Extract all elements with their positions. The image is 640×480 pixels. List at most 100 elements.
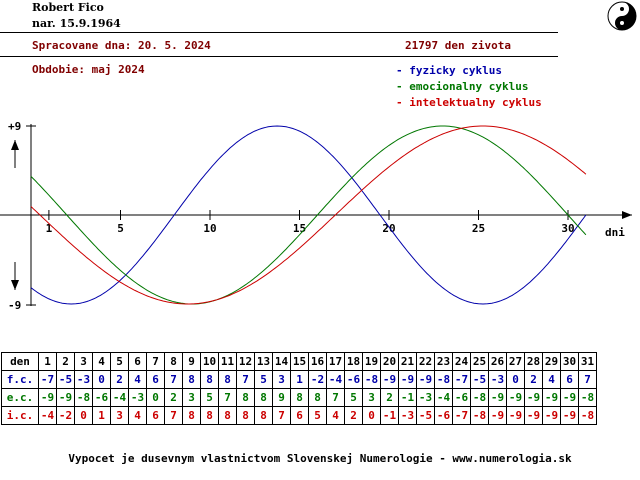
table-cell: 5 xyxy=(200,388,219,407)
table-cell: -9 xyxy=(488,388,507,407)
x-axis-arrow xyxy=(622,211,632,219)
table-cell: 8 xyxy=(254,388,273,407)
y-tick-label-top: +9 xyxy=(8,120,21,133)
day-header-cell: 26 xyxy=(488,352,507,371)
table-cell: -8 xyxy=(578,406,597,425)
table-cell: -9 xyxy=(524,388,543,407)
row-label-emotional: e.c. xyxy=(1,388,39,407)
table-cell: 4 xyxy=(326,406,345,425)
table-cell: 0 xyxy=(92,370,111,389)
day-header-cell: 19 xyxy=(362,352,381,371)
footer-copyright: Vypocet je dusevnym vlastnictvom Slovens… xyxy=(68,452,572,465)
day-header-cell: 31 xyxy=(578,352,597,371)
table-cell: 8 xyxy=(200,370,219,389)
table-cell: 4 xyxy=(128,370,147,389)
table-cell: -9 xyxy=(560,388,579,407)
table-cell: 7 xyxy=(218,388,237,407)
table-cell: -3 xyxy=(488,370,507,389)
table-cell: 0 xyxy=(146,388,165,407)
table-cell: 7 xyxy=(326,388,345,407)
day-header-cell: 23 xyxy=(434,352,453,371)
day-header-cell: 21 xyxy=(398,352,417,371)
table-cell: 7 xyxy=(164,370,183,389)
day-header-cell: 28 xyxy=(524,352,543,371)
table-cell: 8 xyxy=(182,406,201,425)
table-row-physical: f.c. -7 -5 -3 0 2 4 6 7 8 8 8 7 5 3 1 -2 -4 -6 -8 -9 -9 -9 -8-… xyxy=(1,370,597,389)
day-header-cell: 12 xyxy=(236,352,255,371)
table-row-intellectual: i.c. -4 -2 0 1 3 4 6 7 8 8 8 8 8 7 6 5 4 2 0 -1 -3 -5 -6 -7 -8 -9… xyxy=(1,406,597,425)
table-cell: -2 xyxy=(56,406,75,425)
table-cell: 6 xyxy=(560,370,579,389)
table-cell: 8 xyxy=(290,388,309,407)
up-arrow-head-icon xyxy=(11,140,19,150)
table-cell: 0 xyxy=(362,406,381,425)
table-cell: 6 xyxy=(146,370,165,389)
table-cell: -3 xyxy=(128,388,147,407)
table-cell: 5 xyxy=(344,388,363,407)
table-cell: 8 xyxy=(218,370,237,389)
table-cell: -9 xyxy=(506,388,525,407)
table-cell: 2 xyxy=(110,370,129,389)
day-header-cell: 15 xyxy=(290,352,309,371)
table-cell: 5 xyxy=(254,370,273,389)
table-cell: 2 xyxy=(344,406,363,425)
table-cell: 1 xyxy=(290,370,309,389)
table-cell: 4 xyxy=(542,370,561,389)
x-tick-label-5: 5 xyxy=(117,222,124,235)
table-cell: -4 xyxy=(110,388,129,407)
down-arrow-head-icon xyxy=(11,280,19,290)
x-tick-label-15: 15 xyxy=(293,222,306,235)
table-cell: 3 xyxy=(182,388,201,407)
table-cell: -3 xyxy=(398,406,417,425)
table-cell: -4 xyxy=(38,406,57,425)
table-cell: -9 xyxy=(542,406,561,425)
day-header-cell: 20 xyxy=(380,352,399,371)
table-cell: -7 xyxy=(452,406,471,425)
table-cell: 7 xyxy=(272,406,291,425)
table-cell: -5 xyxy=(470,370,489,389)
yin-yang-icon xyxy=(607,1,637,31)
table-cell: -8 xyxy=(434,370,453,389)
table-cell: 9 xyxy=(272,388,291,407)
table-cell: -4 xyxy=(434,388,453,407)
table-cell: 8 xyxy=(218,406,237,425)
table-cell: 0 xyxy=(506,370,525,389)
x-tick-label-10: 10 xyxy=(203,222,216,235)
legend-physical: - fyzicky cyklus xyxy=(396,64,502,77)
table-cell: 7 xyxy=(236,370,255,389)
table-cell: -7 xyxy=(452,370,471,389)
values-table: den 1 2 3 4 5 6 7 8 9 10 11 12 13 14 15 16 17 18 19 20 21 22 2… xyxy=(1,352,597,425)
table-cell: 3 xyxy=(362,388,381,407)
table-cell: -6 xyxy=(434,406,453,425)
day-header-cell: 6 xyxy=(128,352,147,371)
period-label: Obdobie: maj 2024 xyxy=(32,63,145,76)
table-cell: -9 xyxy=(38,388,57,407)
table-cell: 8 xyxy=(200,406,219,425)
header-rule-top xyxy=(0,32,558,33)
day-header-cell: 1 xyxy=(38,352,57,371)
table-cell: -9 xyxy=(506,406,525,425)
table-cell: -2 xyxy=(308,370,327,389)
row-label-physical: f.c. xyxy=(1,370,39,389)
table-cell: -9 xyxy=(416,370,435,389)
day-header-cell: 25 xyxy=(470,352,489,371)
day-header-cell: 7 xyxy=(146,352,165,371)
table-cell: -5 xyxy=(56,370,75,389)
table-cell: -9 xyxy=(560,406,579,425)
table-cell: -8 xyxy=(578,388,597,407)
series-line-intellectual xyxy=(30,125,587,305)
day-header-cell: 29 xyxy=(542,352,561,371)
table-cell: 6 xyxy=(146,406,165,425)
day-header-cell: 11 xyxy=(218,352,237,371)
day-header-cell: 24 xyxy=(452,352,471,371)
x-tick-label-25: 25 xyxy=(472,222,485,235)
table-cell: -9 xyxy=(488,406,507,425)
day-header-cell: 13 xyxy=(254,352,273,371)
day-header-cell: 8 xyxy=(164,352,183,371)
table-row-emotional: e.c. -9 -9 -8 -6 -4 -3 0 2 3 5 7 8 8 9 8 8 7 5 3 2 -1 -3 -4 -6-… xyxy=(1,388,597,407)
table-cell: -8 xyxy=(470,388,489,407)
table-cell: 7 xyxy=(164,406,183,425)
table-cell: 4 xyxy=(128,406,147,425)
x-axis-label: dni xyxy=(605,226,625,239)
